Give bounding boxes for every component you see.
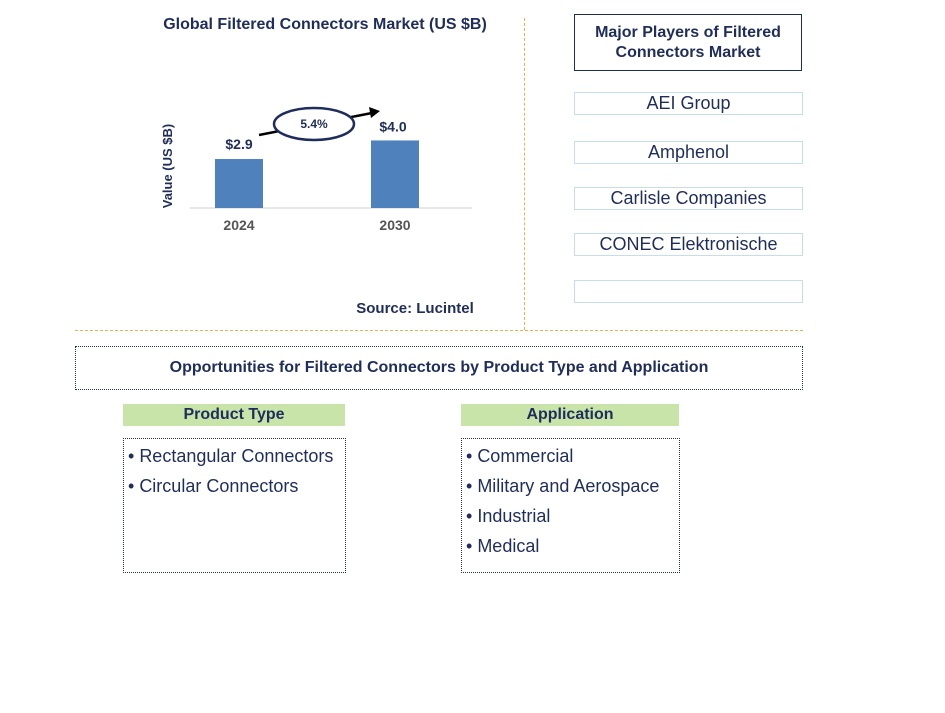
list-item: • Medical bbox=[466, 536, 540, 556]
application-header: Application bbox=[461, 404, 679, 426]
bar-2024 bbox=[215, 159, 263, 208]
vertical-divider bbox=[524, 18, 525, 330]
chart-title: Global Filtered Connectors Market (US $B… bbox=[163, 16, 487, 33]
players-title: Major Players of Filtered Connectors Mar… bbox=[574, 14, 802, 71]
player-item: AEI Group bbox=[574, 92, 803, 115]
list-item: • Circular Connectors bbox=[128, 476, 299, 496]
x-tick-label: 2024 bbox=[223, 217, 254, 233]
player-item: CONEC Elektronische bbox=[574, 233, 803, 256]
cagr-ellipse bbox=[272, 106, 356, 142]
opportunities-title: Opportunities for Filtered Connectors by… bbox=[75, 346, 803, 390]
horizontal-divider bbox=[75, 330, 803, 331]
x-tick-label: 2030 bbox=[379, 217, 410, 233]
list-item: • Rectangular Connectors bbox=[128, 446, 334, 466]
application-list: • Commercial • Military and Aerospace • … bbox=[461, 438, 680, 573]
data-label: $2.9 bbox=[225, 136, 252, 152]
list-item: • Commercial bbox=[466, 446, 574, 466]
player-item: Carlisle Companies bbox=[574, 187, 803, 210]
player-item bbox=[574, 280, 803, 303]
bar-2030 bbox=[371, 140, 419, 208]
data-label: $4.0 bbox=[379, 118, 406, 134]
list-item: • Industrial bbox=[466, 506, 551, 526]
growth-arrow-head bbox=[369, 107, 380, 118]
cagr-label: 5.4% bbox=[300, 117, 328, 131]
product-type-list: • Rectangular Connectors • Circular Conn… bbox=[123, 438, 346, 573]
list-item: • Military and Aerospace bbox=[466, 476, 660, 496]
source-label: Source: Lucintel bbox=[356, 300, 474, 317]
player-item: Amphenol bbox=[574, 141, 803, 164]
y-axis-label: Value (US $B) bbox=[160, 124, 175, 209]
bar-chart: Value (US $B) 2024 2030 $2.9 $4.0 5.4% bbox=[160, 106, 472, 233]
product-type-header: Product Type bbox=[123, 404, 345, 426]
